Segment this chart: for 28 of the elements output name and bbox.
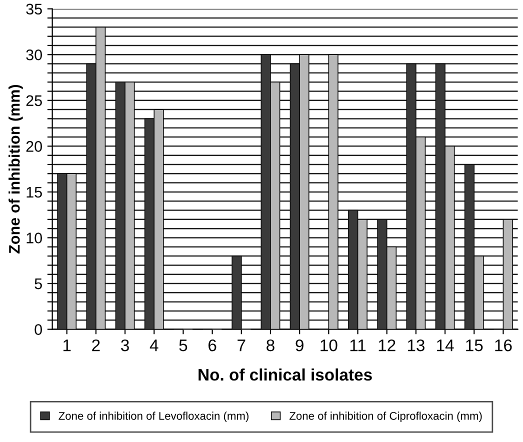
x-tick-label: 5	[179, 340, 188, 352]
x-tick-label: 15	[466, 340, 483, 352]
x-tick-label: 7	[238, 340, 246, 352]
y-axis-title: Zone of inhibition (mm)	[8, 84, 23, 254]
x-axis-title: No. of clinical isolates	[198, 368, 372, 381]
x-tick-label: 12	[378, 339, 396, 352]
x-tick-label: 16	[495, 339, 512, 352]
x-tick-label: 3	[121, 339, 129, 352]
y-tick-label: 20	[26, 141, 42, 152]
x-tick-label: 6	[208, 339, 216, 352]
x-tick-label: 9	[296, 339, 304, 352]
x-tick-label: 10	[320, 339, 338, 352]
legend-label: Zone of inhibition of Levofloxacin (mm)	[58, 412, 248, 422]
y-tick-label: 0	[34, 324, 42, 335]
y-tick-label: 5	[34, 278, 42, 290]
x-tick-label: 2	[92, 339, 100, 352]
y-tick-label: 30	[26, 49, 42, 60]
x-tick-label: 13	[408, 339, 424, 352]
x-tick-label: 11	[350, 340, 366, 352]
x-tick-label: 4	[150, 340, 158, 352]
x-tick-label: 14	[437, 340, 454, 352]
legend-label: Zone of inhibition of Ciprofloxacin (mm)	[290, 412, 482, 422]
y-tick-label: 15	[26, 186, 42, 198]
x-tick-label: 1	[63, 340, 71, 352]
y-tick-label: 10	[26, 232, 42, 244]
y-tick-label: 35	[26, 4, 42, 15]
x-tick-label: 8	[266, 339, 274, 352]
y-tick-label: 25	[26, 95, 42, 106]
